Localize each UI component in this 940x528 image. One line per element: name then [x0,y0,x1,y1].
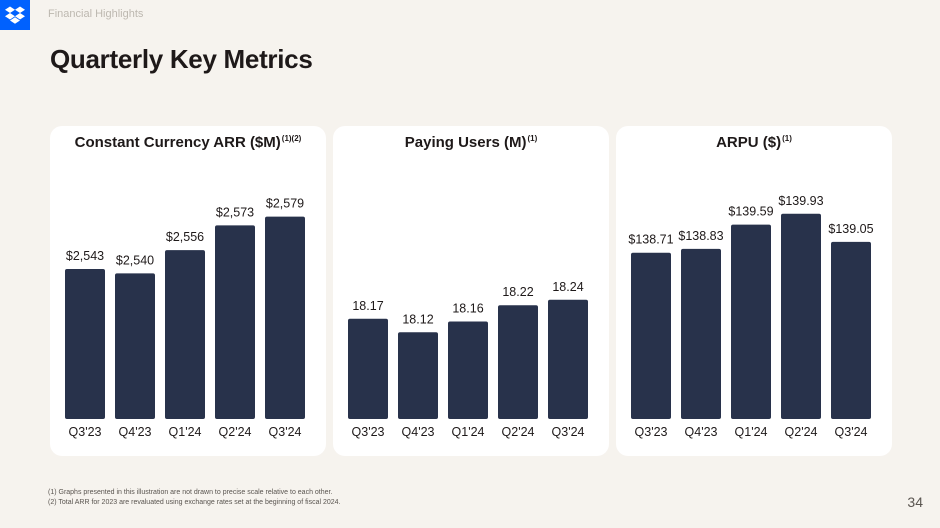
arr-value-label: $2,573 [216,205,254,219]
arpu-value-label: $138.83 [678,229,723,243]
arpu-bar [731,224,771,419]
arpu-value-label: $139.59 [728,205,773,219]
paying-users-bar [548,299,588,419]
paying-users-chart-title: Paying Users (M)(1) [333,134,609,151]
paying-users-value-label: 18.24 [552,280,583,294]
arpu-category-label: Q3'24 [835,425,868,439]
arr-value-label: $2,540 [116,253,154,267]
section-label: Financial Highlights [48,8,144,20]
paying-users-category-label: Q1'24 [452,425,485,439]
arpu-chart-footnote-ref: (1) [782,134,792,143]
dropbox-logo-icon [0,0,30,30]
arr-bar [65,269,105,419]
arpu-value-label: $139.05 [828,222,873,236]
arr-chart-title-text: Constant Currency ARR ($M) [74,134,281,151]
arr-value-label: $2,556 [166,230,204,244]
paying-users-chart-footnote-ref: (1) [527,134,538,143]
arpu-chart-title-text: ARPU ($) [716,134,782,151]
arr-chart-card: Constant Currency ARR ($M)(1)(2) $2,543 Q… [50,126,326,456]
paying-users-chart-title-text: Paying Users (M) [404,134,527,151]
paying-users-value-label: 18.16 [452,301,483,315]
arr-bar [215,225,255,419]
paying-users-bar [448,321,488,419]
arr-category-label: Q1'24 [169,425,202,439]
arr-category-label: Q2'24 [219,425,252,439]
arpu-bar [781,213,821,419]
footnote-1: (1) Graphs presented in this illustratio… [48,489,333,496]
paying-users-value-label: 18.17 [352,299,383,313]
arpu-value-label: $138.71 [628,233,673,247]
arpu-category-label: Q1'24 [735,425,768,439]
arr-category-label: Q3'23 [69,425,102,439]
arpu-chart-title: ARPU ($)(1) [616,134,892,151]
arr-bar [165,250,205,419]
arr-category-label: Q3'24 [269,425,302,439]
arpu-bar [631,252,671,419]
arpu-category-label: Q2'24 [785,425,818,439]
paying-users-chart-card: Paying Users (M)(1) 18.17 Q3'23 18.12 Q4'23… [333,126,609,456]
paying-users-value-label: 18.12 [402,312,433,326]
page-number: 34 [907,494,923,510]
arpu-bar [831,241,871,419]
footnotes: (1) Graphs presented in this illustratio… [48,488,341,508]
paying-users-bar [398,332,438,419]
paying-users-value-label: 18.22 [502,285,533,299]
paying-users-bar-chart: 18.17 Q3'23 18.12 Q4'23 18.16 Q1'24 18.22 Q2'24… [348,280,588,439]
paying-users-category-label: Q4'23 [402,425,435,439]
arpu-chart-card: ARPU ($)(1) $138.71 Q3'23 $138.83 Q4'23 $139… [616,126,892,456]
arr-bar [265,216,305,419]
arpu-category-label: Q4'23 [685,425,718,439]
arr-chart-footnote-ref: (1)(2) [281,134,302,143]
arpu-bar-chart: $138.71 Q3'23 $138.83 Q4'23 $139.59 Q1'24 $139… [628,194,873,439]
paying-users-category-label: Q2'24 [502,425,535,439]
arr-chart-title: Constant Currency ARR ($M)(1)(2) [50,134,326,151]
arpu-bar [681,248,721,419]
arr-bar [115,273,155,419]
paying-users-category-label: Q3'23 [352,425,385,439]
arr-category-label: Q4'23 [119,425,152,439]
arpu-value-label: $139.93 [778,194,823,208]
paying-users-bar [498,305,538,419]
page-title: Quarterly Key Metrics [50,44,313,74]
arr-value-label: $2,579 [266,197,304,211]
paying-users-category-label: Q3'24 [552,425,585,439]
arr-bar-chart: $2,543 Q3'23 $2,540 Q4'23 $2,556 Q1'24 $2,573 Q… [65,197,305,439]
paying-users-bar [348,318,388,419]
arr-value-label: $2,543 [66,249,104,263]
footnote-2: (2) Total ARR for 2023 are revaluated us… [48,499,341,506]
arpu-category-label: Q3'23 [635,425,668,439]
